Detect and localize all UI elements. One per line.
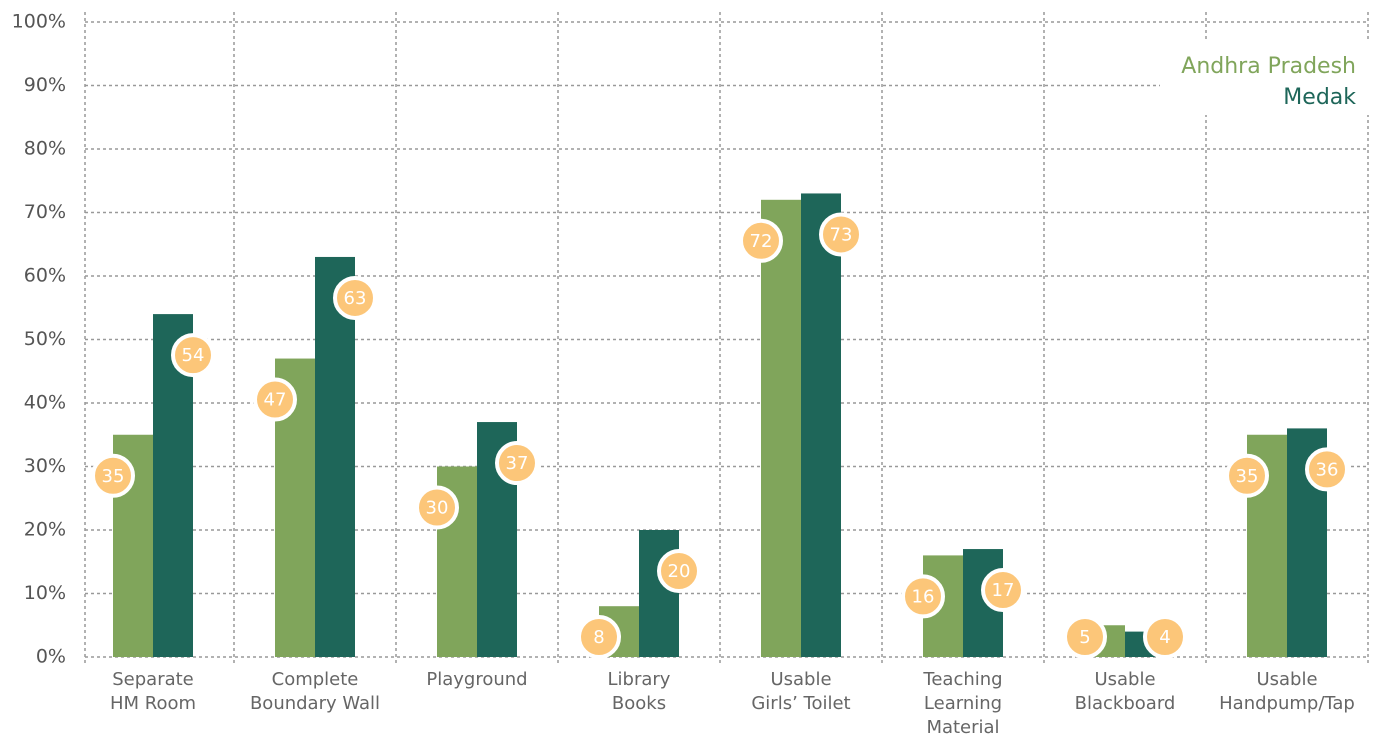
value-label: 17 — [992, 580, 1015, 601]
bar — [639, 530, 679, 657]
y-tick-label: 0% — [36, 646, 66, 668]
value-label: 5 — [1079, 627, 1090, 648]
value-label: 54 — [182, 345, 205, 366]
y-tick-label: 80% — [24, 138, 66, 160]
x-tick-label: Playground — [426, 669, 528, 690]
legend-entry: Andhra Pradesh — [1181, 54, 1356, 79]
value-label-bubble — [171, 333, 215, 378]
value-label-bubble — [495, 441, 539, 486]
value-label: 47 — [264, 390, 287, 411]
y-tick-label: 70% — [24, 201, 66, 223]
y-tick-label: 10% — [24, 582, 66, 604]
value-label-bubble — [1305, 447, 1349, 492]
value-label-bubble — [901, 574, 945, 619]
value-label-bubble — [739, 218, 783, 263]
value-label: 4 — [1159, 627, 1170, 648]
x-tick-label: Usable Girls’ Toilet — [751, 669, 851, 714]
legend-entry: Medak — [1283, 85, 1356, 110]
value-label: 8 — [593, 627, 604, 648]
value-label-bubble — [1225, 453, 1269, 498]
value-label: 35 — [1236, 466, 1259, 487]
x-tick-label: Complete Boundary Wall — [249, 669, 381, 714]
bar — [761, 199, 801, 658]
y-tick-label: 90% — [24, 74, 66, 96]
y-tick-label: 50% — [24, 328, 66, 350]
value-label: 20 — [668, 561, 691, 582]
value-label-bubble — [981, 568, 1025, 613]
value-label-bubble — [577, 615, 621, 659]
value-label-bubble — [1063, 615, 1107, 659]
x-tick-label: Library Books — [607, 669, 671, 714]
value-label-bubble — [253, 377, 297, 422]
value-label-bubble — [819, 212, 863, 257]
value-label-bubble — [415, 485, 459, 530]
value-label: 73 — [830, 224, 853, 245]
legend-box — [1160, 40, 1375, 115]
value-label: 16 — [912, 586, 935, 607]
value-label-bubble — [91, 453, 135, 498]
value-label: 72 — [750, 231, 773, 252]
bar — [801, 193, 841, 657]
value-label-bubble — [333, 275, 377, 320]
value-label: 35 — [102, 466, 125, 487]
x-tick-label: Usable Blackboard — [1074, 669, 1176, 714]
value-label-bubble — [1143, 615, 1187, 659]
y-tick-label: 100% — [12, 11, 66, 33]
y-tick-label: 30% — [24, 455, 66, 477]
bar — [315, 256, 355, 657]
x-tick-label: Usable Handpump/Tap — [1219, 669, 1355, 714]
value-label-bubble — [657, 549, 701, 593]
value-label: 37 — [506, 453, 529, 474]
value-label: 63 — [344, 288, 367, 309]
y-tick-label: 40% — [24, 392, 66, 414]
x-tick-label: Separate HM Room — [109, 669, 197, 714]
value-label: 36 — [1316, 459, 1339, 480]
y-tick-label: 20% — [24, 519, 66, 541]
x-tick-label: Teaching Learning Material — [923, 669, 1003, 738]
y-tick-label: 60% — [24, 265, 66, 287]
value-label: 30 — [426, 498, 449, 519]
